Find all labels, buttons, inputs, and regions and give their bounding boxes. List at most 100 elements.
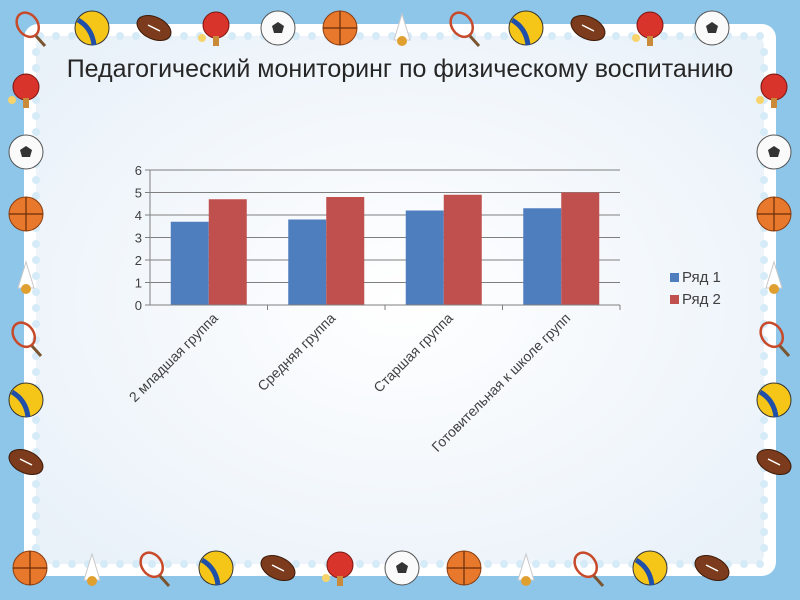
american-football-icon <box>260 554 296 582</box>
y-tick-label: 1 <box>135 276 142 291</box>
lace-dot <box>760 64 768 72</box>
lace-dot <box>132 560 140 568</box>
volleyball-icon <box>8 382 44 418</box>
sports-frame-decoration <box>8 10 792 588</box>
legend-label-2: Ряд 2 <box>682 291 721 308</box>
lace-dot <box>484 560 492 568</box>
volleyball-icon <box>74 10 110 46</box>
x-tick-label: 2 младшая группа <box>126 310 221 405</box>
lace-dot <box>612 32 620 40</box>
lace-dot <box>760 192 768 200</box>
y-tick-label: 2 <box>135 253 142 268</box>
bar-series-1-2 <box>288 219 327 305</box>
lace-dot <box>388 32 396 40</box>
lace-dot <box>132 32 140 40</box>
soccer-ball-icon <box>694 10 730 46</box>
tennis-racket-icon <box>449 11 481 48</box>
lace-dot <box>32 176 40 184</box>
lace-dot <box>356 32 364 40</box>
basketball-icon <box>322 10 358 46</box>
lace-dot <box>244 560 252 568</box>
soccer-ball-icon <box>260 10 296 46</box>
soccer-ball-icon <box>756 134 792 170</box>
shuttlecock-icon <box>17 260 35 294</box>
lace-dot <box>32 288 40 296</box>
ping-pong-icon <box>322 551 354 586</box>
lace-dot <box>564 560 572 568</box>
lace-dot <box>180 32 188 40</box>
lace-dot <box>436 32 444 40</box>
x-tick-label: Средняя группа <box>254 310 338 394</box>
ping-pong-icon <box>8 73 40 108</box>
lace-dot <box>100 560 108 568</box>
lace-dot <box>32 256 40 264</box>
lace-dot <box>308 32 316 40</box>
lace-dot <box>760 496 768 504</box>
shuttlecock-icon <box>393 12 411 46</box>
lace-dot <box>32 320 40 328</box>
lace-dot <box>500 32 508 40</box>
volleyball-icon <box>632 550 668 586</box>
lace-dot <box>32 432 40 440</box>
lace-dot <box>760 288 768 296</box>
x-tick-label: Старшая группа <box>370 310 456 396</box>
lace-dot <box>760 256 768 264</box>
lace-dot <box>420 32 428 40</box>
american-football-icon <box>694 554 730 582</box>
lace-dot <box>32 192 40 200</box>
lace-dot <box>32 368 40 376</box>
tennis-racket-icon <box>15 11 47 48</box>
lace-dot <box>548 560 556 568</box>
lace-dot <box>32 272 40 280</box>
shuttlecock-icon <box>517 552 535 586</box>
american-football-icon <box>136 14 172 42</box>
legend-label-1: Ряд 1 <box>682 269 721 286</box>
lace-dot <box>116 32 124 40</box>
lace-dot <box>32 64 40 72</box>
y-tick-label: 4 <box>135 208 142 223</box>
lace-dot <box>68 560 76 568</box>
lace-dot <box>148 560 156 568</box>
bar-series-2-4 <box>561 192 600 305</box>
lace-dot <box>484 32 492 40</box>
lace-dot <box>532 560 540 568</box>
lace-dot <box>760 128 768 136</box>
lace-dot <box>32 544 40 552</box>
ping-pong-icon <box>756 73 788 108</box>
lace-dot <box>760 480 768 488</box>
lace-dot <box>660 32 668 40</box>
basketball-icon <box>756 196 792 232</box>
bar-series-2-2 <box>326 197 365 305</box>
tennis-racket-icon <box>139 551 171 588</box>
lace-dot <box>596 560 604 568</box>
bar-series-1-4 <box>523 208 562 305</box>
lace-dot <box>548 32 556 40</box>
basketball-icon <box>446 550 482 586</box>
lace-dot <box>52 560 60 568</box>
lace-dot <box>32 416 40 424</box>
x-tick-label: Готовительная к школе групп <box>428 310 573 455</box>
volleyball-icon <box>198 550 234 586</box>
lace-dot <box>372 32 380 40</box>
y-tick-label: 0 <box>135 298 142 313</box>
y-axis: 0 1 2 3 4 5 6 <box>135 163 151 313</box>
lace-dot <box>32 96 40 104</box>
y-tick-label: 6 <box>135 163 142 178</box>
lace-dot <box>760 112 768 120</box>
lace-dot <box>500 560 508 568</box>
shuttlecock-icon <box>765 260 783 294</box>
lace-dot <box>308 560 316 568</box>
lace-dot <box>32 112 40 120</box>
lace-dot <box>760 544 768 552</box>
lace-dot <box>164 560 172 568</box>
american-football-icon <box>756 448 792 476</box>
american-football-icon <box>570 14 606 42</box>
lace-dot <box>756 560 764 568</box>
lace-dot <box>760 304 768 312</box>
ping-pong-icon <box>198 11 230 46</box>
lace-dot <box>228 32 236 40</box>
ping-pong-icon <box>632 11 664 46</box>
